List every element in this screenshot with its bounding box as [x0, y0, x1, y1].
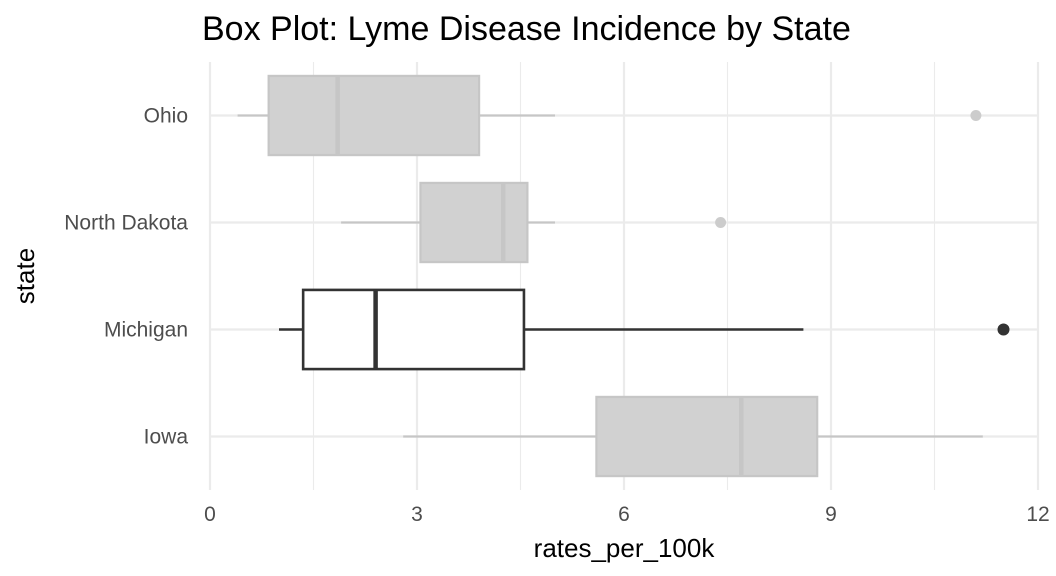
box-iowa — [403, 395, 983, 478]
box-iqr — [267, 74, 481, 157]
x-tick-label: 6 — [618, 503, 630, 526]
y-tick-label: North Dakota — [64, 212, 188, 235]
box-iqr — [419, 181, 529, 264]
x-tick-label: 9 — [825, 503, 837, 526]
x-axis-ticks: 0 3 6 9 12 — [204, 503, 1050, 526]
y-axis-title: state — [10, 248, 40, 304]
y-axis-ticks: Ohio North Dakota Michigan Iowa — [64, 105, 188, 449]
boxes — [237, 74, 1010, 478]
chart-title: Box Plot: Lyme Disease Incidence by Stat… — [202, 10, 851, 48]
x-axis-title: rates_per_100k — [534, 533, 716, 563]
x-tick-label: 3 — [411, 503, 423, 526]
x-tick-label: 12 — [1026, 503, 1049, 526]
box-michigan — [279, 288, 1010, 371]
y-tick-label: Ohio — [144, 105, 188, 128]
outlier-point — [970, 110, 982, 121]
outlier-point — [715, 217, 727, 228]
x-tick-label: 0 — [204, 503, 216, 526]
box-iqr — [301, 288, 526, 371]
box-ohio — [237, 74, 982, 157]
box-north-dakota — [341, 181, 727, 264]
y-tick-label: Iowa — [144, 426, 189, 449]
y-tick-label: Michigan — [104, 319, 188, 342]
outlier-point — [997, 323, 1010, 336]
box-iqr — [595, 395, 819, 478]
